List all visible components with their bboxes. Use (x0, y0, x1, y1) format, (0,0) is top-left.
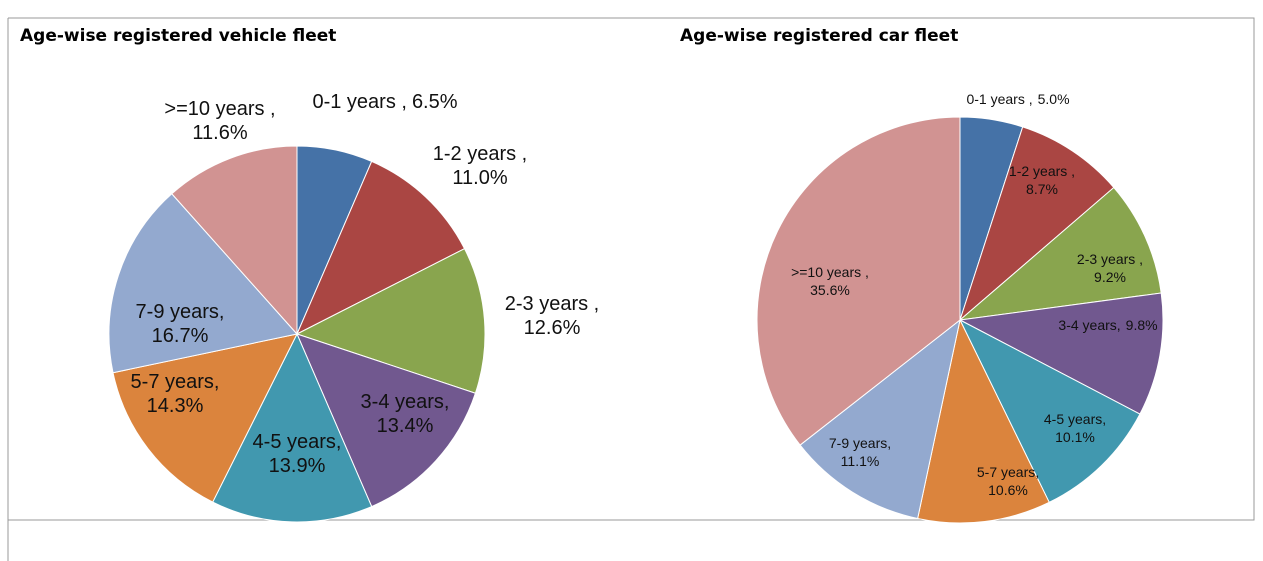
pie-slice (917, 318, 1050, 524)
slice-label: >=10 years , 11.6% (164, 98, 275, 144)
value-label: 11.1% (841, 453, 880, 469)
category-label: >=10 years , (164, 98, 275, 120)
pie-slice (958, 126, 1115, 322)
pie-slice (958, 318, 1141, 504)
pie-slice (799, 318, 961, 520)
category-label: 2-3 years , (1077, 251, 1143, 267)
value-label: 8.7% (1026, 181, 1058, 197)
value-label: 5.0% (1038, 91, 1070, 107)
pie-slice (958, 292, 1164, 415)
value-label: 9.8% (1126, 317, 1158, 333)
value-label: 10.6% (988, 482, 1028, 498)
slice-label: 4-5 years, 10.1% (1044, 411, 1106, 445)
slice-label: 5-7 years, 10.6% (977, 464, 1039, 498)
slice-label: 1-2 years , 8.7% (1009, 163, 1075, 197)
value-label: 35.6% (810, 282, 850, 298)
pie-slice (756, 116, 961, 446)
slice-label: 7-9 years, 11.1% (829, 435, 891, 469)
value-label: 11.6% (192, 122, 247, 144)
category-label: 1-2 years , (433, 143, 527, 165)
frame (7, 17, 1255, 561)
value-label: 10.1% (1055, 429, 1095, 445)
category-label: 3-4 years, (1058, 317, 1120, 333)
slice-label: 1-2 years , 11.0% (433, 143, 527, 189)
pie-slice (295, 247, 486, 394)
slice-label: 2-3 years , 12.6% (505, 293, 599, 339)
value-label: 12.6% (524, 317, 581, 339)
slice-label: 0-1 years , 6.5% (312, 91, 457, 113)
pie-slice (296, 333, 477, 508)
slice-label: 4-5 years, 13.9% (253, 431, 342, 477)
category-label: >=10 years , (791, 264, 869, 280)
category-label: 0-1 years , (312, 91, 406, 113)
slice-label: 3-4 years, 9.8% (1058, 317, 1157, 333)
pie-slice (108, 193, 298, 374)
category-label: 0-1 years , (966, 91, 1032, 107)
chart-title: Age-wise registered car fleet (680, 26, 958, 46)
pie-slice (212, 332, 373, 523)
slice-label: >=10 years , 35.6% (791, 264, 869, 298)
category-label: 1-2 years , (1009, 163, 1075, 179)
slice-label: 0-1 years , 5.0% (966, 91, 1069, 107)
value-label: 13.4% (377, 415, 434, 437)
value-label: 9.2% (1094, 269, 1126, 285)
category-label: 2-3 years , (505, 293, 599, 315)
category-label: 4-5 years, (253, 431, 342, 453)
value-label: 16.7% (152, 325, 209, 347)
value-label: 6.5% (412, 91, 458, 113)
category-label: 3-4 years, (361, 391, 450, 413)
slice-label: 7-9 years, 16.7% (136, 301, 225, 347)
value-label: 14.3% (147, 395, 204, 417)
value-label: 11.0% (452, 167, 507, 189)
pie-slice (958, 186, 1162, 321)
slice-label: 3-4 years, 13.4% (361, 391, 450, 437)
category-label: 5-7 years, (131, 371, 220, 393)
category-label: 7-9 years, (829, 435, 891, 451)
chart-title: Age-wise registered vehicle fleet (20, 26, 336, 46)
category-label: 5-7 years, (977, 464, 1039, 480)
pie-slice (171, 145, 298, 336)
category-label: 4-5 years, (1044, 411, 1106, 427)
category-label: 7-9 years, (136, 301, 225, 323)
pie-slice (112, 333, 298, 503)
slice-label: 5-7 years, 14.3% (131, 371, 220, 417)
slice-label: 2-3 years , 9.2% (1077, 251, 1143, 285)
pie-slice (295, 160, 466, 336)
value-label: 13.9% (269, 455, 326, 477)
